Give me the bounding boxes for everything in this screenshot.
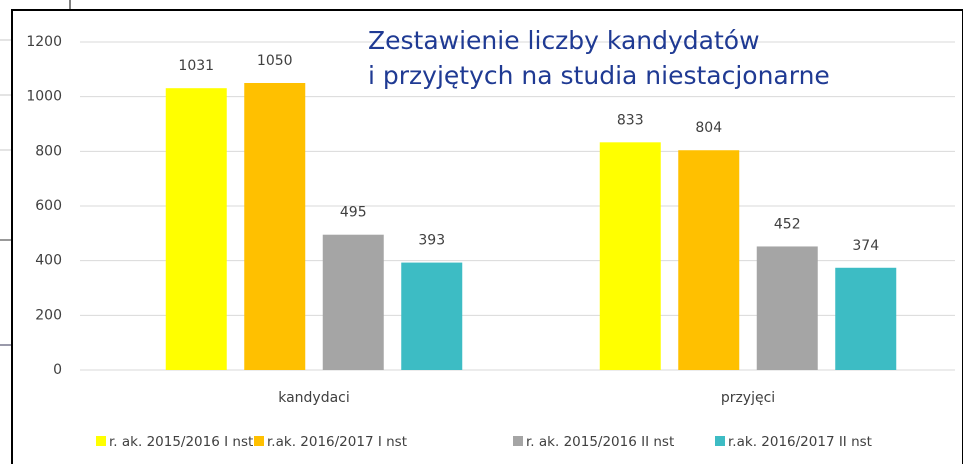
y-tick-label: 1000 <box>26 89 62 105</box>
legend-label: r.ak. 2016/2017 I nst <box>267 434 407 450</box>
chart-title: i przyjętych na studia niestacjonarne <box>368 61 830 90</box>
bar <box>678 150 740 370</box>
bar <box>401 262 463 370</box>
y-tick-label: 400 <box>35 253 62 269</box>
value-label: 833 <box>617 112 644 128</box>
chart-title: Zestawienie liczby kandydatów <box>368 26 760 55</box>
y-tick-label: 800 <box>35 143 62 159</box>
bar <box>835 267 897 370</box>
legend-label: r.ak. 2016/2017 II nst <box>728 434 872 450</box>
bar <box>165 88 227 371</box>
background <box>0 0 71 346</box>
value-label: 393 <box>418 233 445 249</box>
legend-label: r. ak. 2015/2016 I nst <box>109 434 253 450</box>
legend-swatch <box>96 436 106 446</box>
x-tick-label: kandydaci <box>278 390 350 406</box>
legend-swatch <box>715 436 725 446</box>
bar <box>599 142 661 370</box>
legend-swatch <box>254 436 264 446</box>
value-label: 1031 <box>178 58 214 74</box>
value-label: 1050 <box>257 53 293 69</box>
y-tick-label: 200 <box>35 307 62 323</box>
value-label: 495 <box>340 205 367 221</box>
y-tick-label: 0 <box>53 362 62 378</box>
value-label: 374 <box>852 238 879 254</box>
bar <box>322 234 384 370</box>
y-tick-label: 1200 <box>26 34 62 50</box>
value-label: 452 <box>774 216 801 232</box>
x-tick-label: przyjęci <box>721 390 775 406</box>
bar <box>756 246 818 370</box>
value-label: 804 <box>695 120 722 136</box>
legend-label: r. ak. 2015/2016 II nst <box>526 434 674 450</box>
legend-swatch <box>513 436 523 446</box>
bar <box>244 83 306 370</box>
y-tick-label: 600 <box>35 198 62 214</box>
